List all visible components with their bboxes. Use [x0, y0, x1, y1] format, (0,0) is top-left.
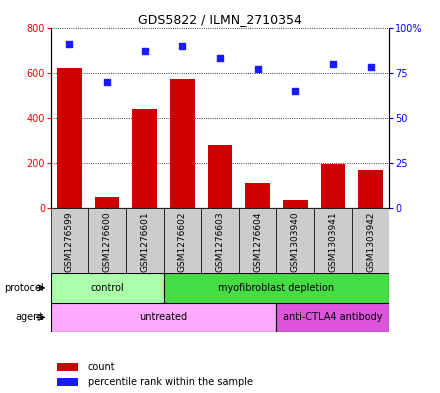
Text: GSM1276599: GSM1276599 — [65, 211, 74, 272]
Point — [103, 79, 110, 85]
Text: count: count — [88, 362, 115, 372]
Bar — [126, 208, 164, 273]
Bar — [57, 378, 78, 386]
Bar — [88, 208, 126, 273]
Bar — [276, 208, 314, 273]
Text: myofibroblast depletion: myofibroblast depletion — [218, 283, 334, 293]
Bar — [358, 170, 383, 208]
Point — [330, 61, 337, 67]
Text: control: control — [90, 283, 124, 293]
Bar — [164, 208, 201, 273]
Text: GSM1303942: GSM1303942 — [366, 211, 375, 272]
Bar — [201, 208, 239, 273]
Text: untreated: untreated — [139, 312, 187, 322]
Point — [292, 88, 299, 94]
Text: protocol: protocol — [4, 283, 44, 293]
Text: GSM1276602: GSM1276602 — [178, 211, 187, 272]
Bar — [321, 164, 345, 208]
Text: GSM1303940: GSM1303940 — [291, 211, 300, 272]
Bar — [246, 184, 270, 208]
Text: percentile rank within the sample: percentile rank within the sample — [88, 377, 253, 387]
Text: GSM1276604: GSM1276604 — [253, 211, 262, 272]
Text: GSM1276603: GSM1276603 — [216, 211, 224, 272]
Text: agent: agent — [16, 312, 44, 322]
Bar — [51, 303, 276, 332]
Bar — [239, 208, 276, 273]
Bar — [208, 145, 232, 208]
Point — [254, 66, 261, 72]
Text: GSM1303941: GSM1303941 — [328, 211, 337, 272]
Text: GSM1276600: GSM1276600 — [103, 211, 112, 272]
Bar — [314, 208, 352, 273]
Bar — [170, 79, 194, 208]
Text: GSM1276601: GSM1276601 — [140, 211, 149, 272]
Bar — [164, 273, 389, 303]
Point — [216, 55, 224, 61]
Text: anti-CTLA4 antibody: anti-CTLA4 antibody — [283, 312, 383, 322]
Bar — [57, 364, 78, 371]
Bar — [95, 197, 119, 208]
Bar — [57, 68, 82, 208]
Bar — [132, 109, 157, 208]
Bar — [276, 303, 389, 332]
Point — [141, 48, 148, 54]
Point — [179, 42, 186, 49]
Point — [367, 64, 374, 70]
Point — [66, 40, 73, 47]
Bar — [51, 273, 164, 303]
Title: GDS5822 / ILMN_2710354: GDS5822 / ILMN_2710354 — [138, 13, 302, 26]
Bar — [51, 208, 88, 273]
Bar — [283, 200, 308, 208]
Bar — [352, 208, 389, 273]
